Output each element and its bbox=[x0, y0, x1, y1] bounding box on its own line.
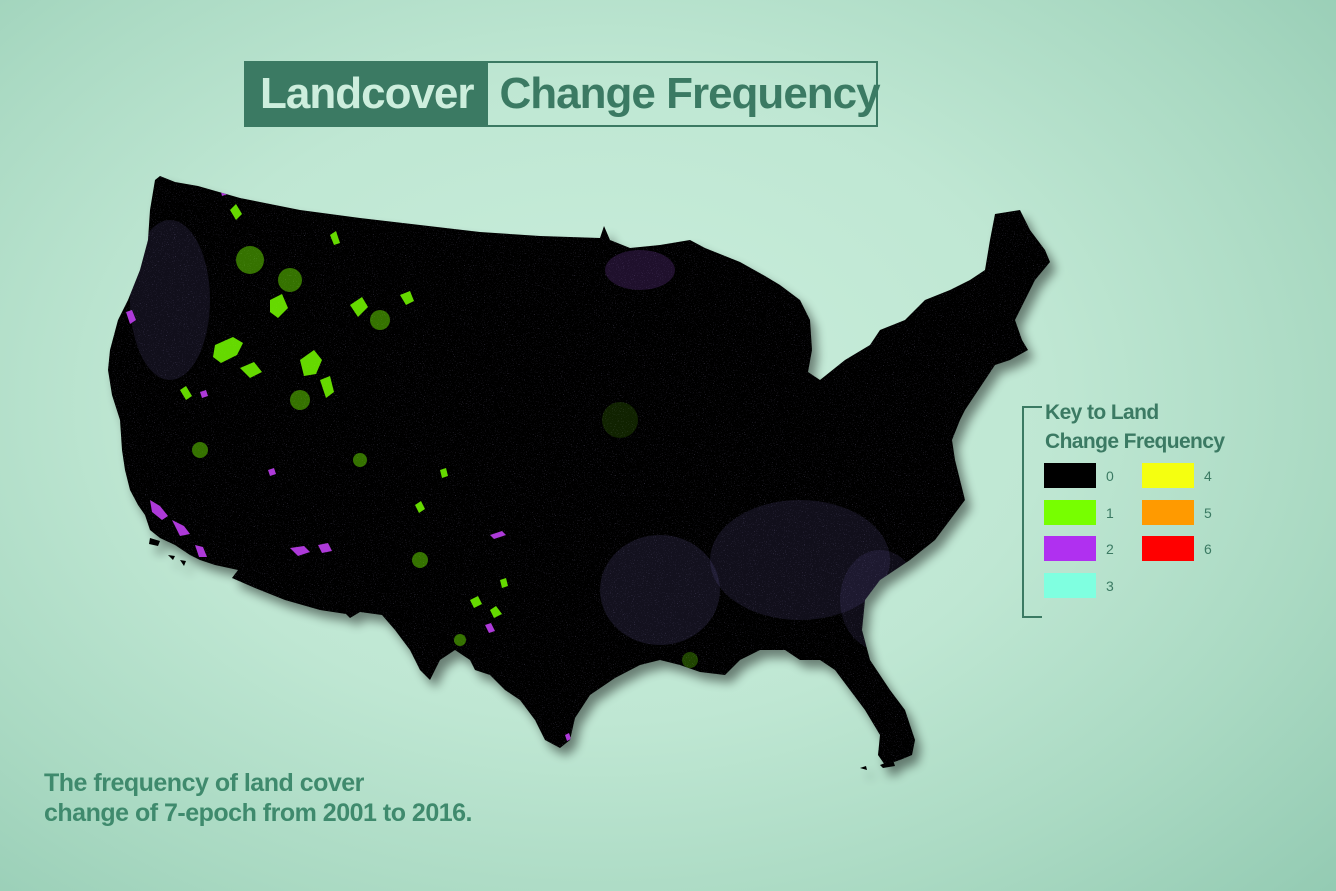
legend-title: Key to Land Change Frequency bbox=[1045, 398, 1225, 456]
legend-swatch-6 bbox=[1142, 536, 1194, 561]
map-title: Landcover Change Frequency bbox=[244, 61, 881, 127]
legend-item-4: 4 bbox=[1142, 463, 1212, 488]
legend-label-1: 1 bbox=[1106, 504, 1114, 521]
legend-title-line1: Key to Land bbox=[1045, 401, 1159, 424]
legend-swatch-4 bbox=[1142, 463, 1194, 488]
legend-label-5: 5 bbox=[1204, 504, 1212, 521]
legend-bracket bbox=[1022, 406, 1042, 618]
legend-swatch-2 bbox=[1044, 536, 1096, 561]
legend-item-0: 0 bbox=[1044, 463, 1114, 488]
legend-item-1: 1 bbox=[1044, 500, 1114, 525]
legend-swatch-5 bbox=[1142, 500, 1194, 525]
legend-label-3: 3 bbox=[1106, 577, 1114, 594]
caption-line1: The frequency of land cover bbox=[44, 769, 364, 797]
legend-label-2: 2 bbox=[1106, 540, 1114, 557]
legend-label-4: 4 bbox=[1204, 467, 1212, 484]
legend-swatch-1 bbox=[1044, 500, 1096, 525]
legend-item-6: 6 bbox=[1142, 536, 1212, 561]
legend-swatch-0 bbox=[1044, 463, 1096, 488]
legend-title-line2: Change Frequency bbox=[1045, 430, 1225, 453]
caption-line2: change of 7-epoch from 2001 to 2016. bbox=[44, 799, 472, 827]
title-landcover: Landcover bbox=[244, 61, 488, 127]
legend-swatch-3 bbox=[1044, 573, 1096, 598]
map-caption: The frequency of land cover change of 7-… bbox=[44, 768, 472, 828]
legend-label-6: 6 bbox=[1204, 540, 1212, 557]
title-change-frequency: Change Frequency bbox=[487, 61, 881, 127]
legend-item-3: 3 bbox=[1044, 573, 1114, 598]
legend-label-0: 0 bbox=[1106, 467, 1114, 484]
legend-item-5: 5 bbox=[1142, 500, 1212, 525]
map-legend: Key to Land Change Frequency 0 1 2 3 4 5… bbox=[1022, 398, 1252, 620]
legend-item-2: 2 bbox=[1044, 536, 1114, 561]
